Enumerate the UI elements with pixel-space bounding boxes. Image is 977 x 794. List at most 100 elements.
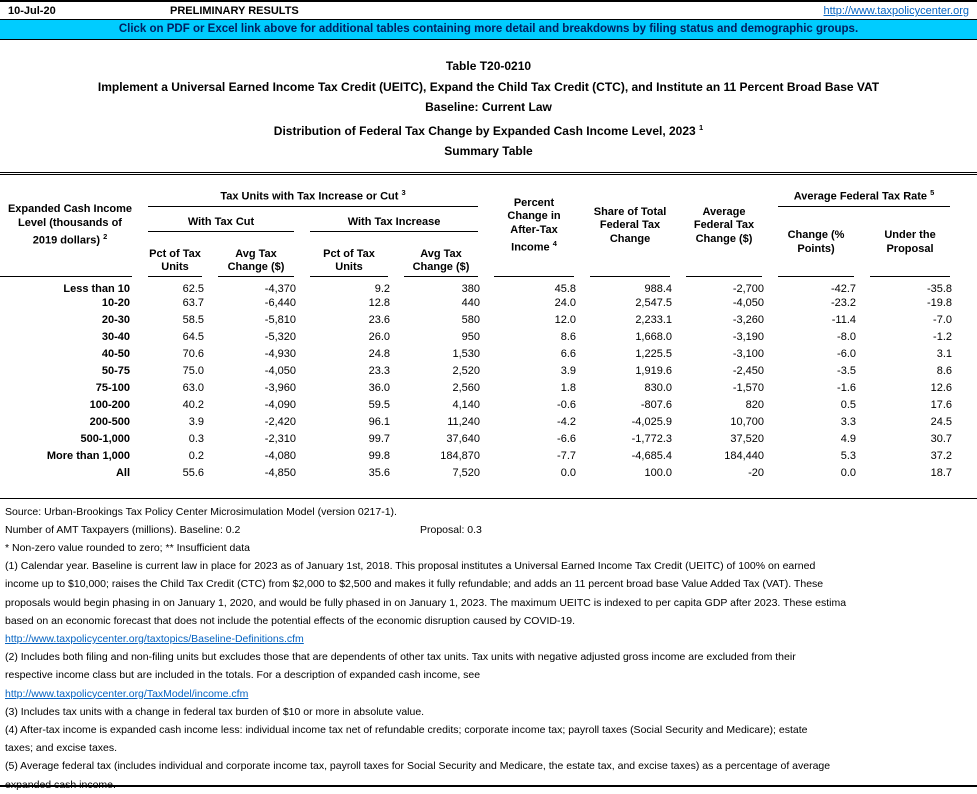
cell-value: 17.6 [930, 399, 953, 411]
footnote-line: Source: Urban-Brookings Tax Policy Cente… [5, 505, 397, 518]
cell-value: 1,668.0 [635, 331, 673, 343]
cell-value: -3,960 [264, 382, 296, 394]
cell-value: 3.3 [840, 416, 857, 428]
avg-fed-tax-rate-text: Average Federal Tax Rate [793, 191, 928, 203]
cell-value: -7.7 [557, 450, 577, 462]
cell-value: -1.6 [837, 382, 857, 394]
footnote-marker-4: 4 [552, 239, 557, 249]
footnote-link-line: http://www.taxpolicycenter.org/TaxModel/… [5, 685, 972, 703]
cell-value: 63.0 [182, 382, 204, 394]
cell-value: 184,440 [724, 450, 765, 462]
col-header-pct-tax-units-cut: Pct of Tax Units [140, 233, 210, 278]
table-row: 500-1,000 0.3 -2,310 99.7 37,640 -6.6 -1,772.3… [0, 431, 958, 448]
cell-value: 7,520 [452, 467, 481, 479]
cell-value: -3.5 [837, 365, 857, 377]
cell-value: 0.3 [188, 433, 204, 445]
cell-value: 580 [461, 314, 481, 326]
tax-units-group-text: Tax Units with Tax Increase or Cut [220, 191, 399, 203]
footnote-line: proposals would begin phasing in on Janu… [5, 596, 847, 609]
group-header-tax-units: Tax Units with Tax Increase or Cut 3 [140, 175, 486, 208]
cell-value: 440 [461, 297, 481, 309]
cell-value: -4,850 [264, 467, 296, 479]
cell-value: -6,440 [264, 297, 296, 309]
cell-value: 12.6 [930, 382, 953, 394]
amt-baseline-text: Number of AMT Taxpayers (millions). Base… [5, 523, 241, 536]
proposal-title: Implement a Universal Earned Income Tax … [97, 79, 880, 94]
cell-value: -4,685.4 [631, 450, 673, 462]
row-label: 40-50 [101, 348, 130, 360]
cell-value: -42.7 [830, 282, 857, 295]
footnote-link[interactable]: http://www.taxpolicycenter.org/taxtopics… [5, 632, 304, 645]
cell-value: 24.8 [368, 348, 390, 360]
cell-value: -5,320 [264, 331, 296, 343]
cell-value: -4,080 [264, 450, 296, 462]
row-label: 30-40 [101, 331, 130, 343]
cell-value: 96.1 [368, 416, 390, 428]
table-row: 200-500 3.9 -2,420 96.1 11,240 -4.2 -4,025.9 10… [0, 414, 958, 431]
cell-value: -19.8 [926, 297, 953, 309]
footnote-line: (3) Includes tax units with a change in … [5, 705, 425, 718]
taxpolicycenter-link[interactable]: http://www.taxpolicycenter.org [823, 5, 969, 17]
row-label: 20-30 [101, 314, 130, 326]
cell-value: 18.7 [930, 467, 953, 479]
cell-value: -8.0 [837, 331, 857, 343]
cell-value: 2,547.5 [635, 297, 673, 309]
cell-value: -23.2 [830, 297, 857, 309]
footnote-line: respective income class but are included… [5, 669, 481, 682]
row-label: Less than 10 [63, 282, 130, 295]
cell-value: -3,100 [732, 348, 765, 360]
cell-value: 59.5 [368, 399, 390, 411]
cell-value: 3.1 [936, 348, 953, 360]
cell-value: 62.5 [182, 282, 204, 295]
cell-value: 6.6 [560, 348, 577, 360]
col-header-under-proposal: Under the Proposal [862, 208, 958, 278]
subgroup-header-with-tax-cut: With Tax Cut [140, 208, 302, 233]
col-header-pct-tax-units-increase: Pct of Tax Units [302, 233, 396, 278]
cell-value: 988.4 [644, 282, 673, 295]
cell-value: 1,919.6 [635, 365, 673, 377]
cell-value: 75.0 [182, 365, 204, 377]
cell-value: 24.0 [554, 297, 577, 309]
cell-value: 11,240 [447, 416, 481, 428]
col-header-rate-change: Change (% Points) [770, 208, 862, 278]
cell-value: 58.5 [182, 314, 204, 326]
row-label: More than 1,000 [46, 450, 130, 462]
cell-value: 55.6 [182, 467, 204, 479]
cell-value: 37.2 [930, 450, 953, 462]
cell-value: 23.6 [368, 314, 390, 326]
cell-value: 10,700 [730, 416, 765, 428]
table-row: 10-20 63.7 -6,440 12.8 440 24.0 2,547.5 -4,050 -… [0, 295, 958, 312]
footnote-marker-5: 5 [930, 188, 935, 198]
footnote-line: expanded cash income. [5, 778, 116, 791]
cell-value: -4,930 [264, 348, 296, 360]
table-row: 40-50 70.6 -4,930 24.8 1,530 6.6 1,225.5 -3,100… [0, 346, 958, 363]
cell-value: -4,090 [264, 399, 296, 411]
cell-value: 3.9 [188, 416, 204, 428]
cell-value: 0.0 [840, 467, 857, 479]
info-banner: Click on PDF or Excel link above for add… [0, 19, 977, 40]
cell-value: 1,225.5 [635, 348, 673, 360]
cell-value: 4,140 [452, 399, 481, 411]
data-table: Expanded Cash Income Level (thousands of… [0, 175, 958, 482]
table-row: 20-30 58.5 -5,810 23.6 580 12.0 2,233.1 -3,260 -… [0, 312, 958, 329]
cell-value: 35.6 [368, 467, 390, 479]
footnote-line: (5) Average federal tax (includes indivi… [5, 760, 831, 773]
cell-value: 0.5 [840, 399, 857, 411]
cell-value: 2,233.1 [635, 314, 673, 326]
cell-value: 184,870 [440, 450, 481, 462]
cell-value: 12.8 [368, 297, 390, 309]
cell-value: -1,772.3 [631, 433, 673, 445]
footnote-link[interactable]: http://www.taxpolicycenter.org/TaxModel/… [5, 687, 249, 700]
table-row: 30-40 64.5 -5,320 26.0 950 8.6 1,668.0 -3,190 -8… [0, 329, 958, 346]
table-body: Less than 10 62.5 -4,370 9.2 380 45.8 988.4 -2,… [0, 278, 958, 482]
cell-value: 30.7 [930, 433, 953, 445]
row-label: 10-20 [101, 297, 130, 309]
footnote-marker-2: 2 [103, 232, 108, 242]
col-header-pct-change-after-tax-income: Percent Change in After-Tax Income 4 [486, 175, 582, 278]
cell-value: 45.8 [554, 282, 577, 295]
top-header-row: 10-Jul-20 PRELIMINARY RESULTS http://www… [0, 0, 977, 19]
row-label: 100-200 [89, 399, 130, 411]
col-header-income-level: Expanded Cash Income Level (thousands of… [0, 175, 140, 278]
footnote-line: taxes; and excise taxes. [5, 742, 118, 755]
footnote-link-line: http://www.taxpolicycenter.org/taxtopics… [5, 630, 972, 648]
